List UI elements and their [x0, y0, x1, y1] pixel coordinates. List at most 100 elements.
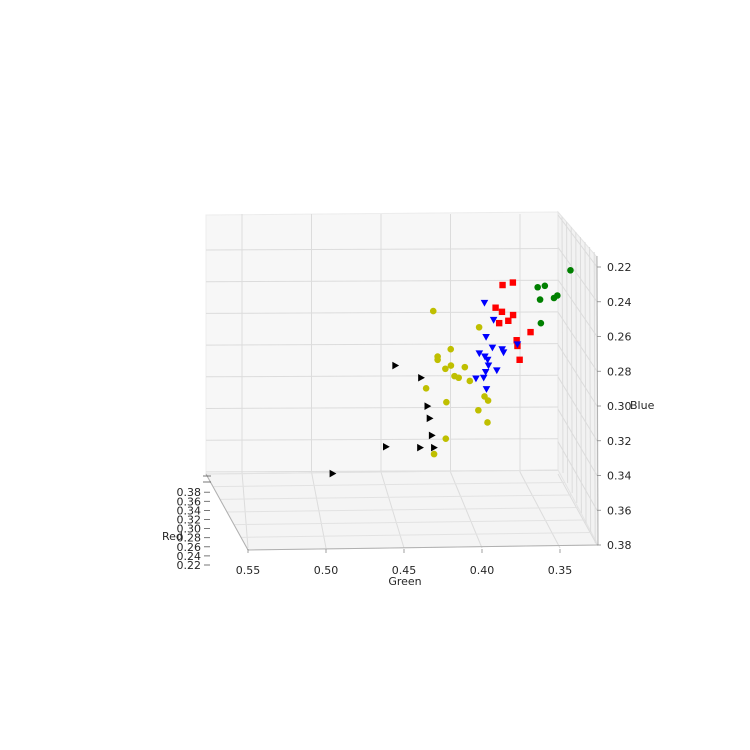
- green-tick-label: 0.40: [470, 564, 495, 577]
- data-point: [527, 328, 534, 336]
- grid-line-back-5: [205, 406, 559, 409]
- data-point: [536, 296, 544, 303]
- side-grid-v-6: [589, 246, 592, 534]
- data-point: [492, 304, 499, 311]
- data-point: [499, 349, 508, 357]
- floor-grid-red-4: [233, 519, 585, 526]
- data-point: [484, 362, 493, 370]
- axis-lines: [205, 255, 599, 551]
- floor-grid-green-3: [450, 471, 483, 549]
- data-point: [424, 402, 432, 410]
- data-point: [466, 377, 474, 385]
- blue-axis-ticks: 0.22 0.24 0.26 0.28 0.30 0.32 0.34 0.36 0.38: [597, 261, 632, 552]
- floor-grid-red-1: [212, 482, 565, 488]
- grid-line-back-1: [205, 279, 559, 283]
- data-point: [541, 282, 549, 290]
- side-grid-v-0: [561, 216, 564, 474]
- side-grid-h-1: [557, 247, 598, 303]
- data-point: [392, 361, 400, 370]
- data-point: [426, 414, 434, 423]
- data-point: [455, 374, 462, 382]
- data-point: [430, 450, 438, 458]
- grid-line-back-4: [205, 374, 559, 378]
- red-tick-label: 0.30: [177, 523, 202, 536]
- grid-line-back-3: [205, 343, 559, 346]
- data-point: [489, 316, 498, 324]
- data-point: [488, 344, 497, 352]
- data-point: [447, 345, 455, 353]
- data-point: [482, 386, 491, 393]
- axis-panes: [205, 210, 599, 551]
- back-pane: [205, 211, 559, 475]
- side-grid-v-1: [566, 221, 569, 484]
- data-point: [479, 374, 488, 382]
- side-grid-v-7: [593, 251, 596, 544]
- red-tick-label: 0.26: [177, 541, 202, 554]
- data-point: [429, 307, 437, 315]
- data-point: [443, 398, 450, 406]
- grid-line-back-6: [205, 438, 559, 441]
- blue-tick-label: 0.38: [607, 539, 632, 552]
- data-point: [509, 279, 517, 286]
- data-point: [475, 406, 482, 414]
- data-point: [434, 356, 441, 364]
- side-grid-h-4: [557, 344, 598, 407]
- side-grid-v-5: [584, 241, 587, 524]
- red-tick-label: 0.32: [177, 514, 202, 527]
- side-grid-h-7: [557, 441, 598, 511]
- green-tick-label: 0.45: [392, 564, 417, 577]
- red-axis-label: Red: [162, 530, 183, 543]
- data-point: [493, 367, 501, 375]
- data-point: [516, 356, 523, 363]
- data-point: [418, 373, 425, 382]
- floor-grid-red-0: [205, 469, 559, 475]
- green-tick-label: 0.55: [236, 564, 261, 577]
- floor-grid-red-2: [219, 494, 572, 500]
- red-tick-label: 0.28: [177, 532, 202, 545]
- side-grid-v-3: [575, 231, 578, 504]
- data-point: [461, 363, 469, 371]
- side-grid-h-6: [557, 408, 598, 476]
- red-axis-line: [205, 473, 249, 551]
- data-point: [483, 356, 492, 364]
- grid-line-back-0: [205, 248, 559, 251]
- data-points: [329, 267, 574, 478]
- data-point: [475, 350, 484, 358]
- data-point: [513, 341, 522, 349]
- side-grid-h-3: [557, 311, 598, 372]
- data-point: [534, 283, 541, 291]
- floor-grid-red-3: [226, 507, 579, 513]
- data-point: [509, 311, 517, 319]
- data-point: [442, 365, 449, 373]
- data-point: [431, 443, 438, 452]
- data-point: [513, 337, 520, 344]
- green-tick-label: 0.35: [548, 564, 573, 577]
- green-axis-ticks: 0.55 0.50 0.45 0.40 0.35: [236, 549, 573, 577]
- blue-tick-label: 0.30: [607, 400, 632, 413]
- red-tick-label: 0.22: [177, 559, 202, 572]
- data-point: [567, 267, 574, 274]
- floor-grid-red-5: [240, 532, 592, 538]
- blue-tick-label: 0.32: [607, 435, 632, 448]
- floor-grid-green-0: [241, 471, 249, 549]
- blue-tick-label: 0.36: [607, 504, 632, 517]
- red-axis-ticks: 0.220.240.260.280.300.320.340.360.38: [177, 475, 211, 572]
- green-tick-label: 0.50: [314, 564, 339, 577]
- data-point: [442, 435, 450, 442]
- side-grid-h-0: [557, 214, 598, 268]
- data-point: [472, 375, 480, 383]
- blue-tick-label: 0.22: [607, 261, 632, 274]
- side-grid-v-4: [579, 236, 582, 514]
- data-point: [499, 281, 506, 289]
- data-point: [447, 362, 455, 369]
- data-point: [417, 443, 424, 452]
- red-tick-label: 0.34: [177, 504, 202, 517]
- side-grid-h-2: [557, 279, 598, 337]
- data-point: [554, 292, 561, 299]
- side-grid-h-5: [557, 376, 598, 442]
- data-point: [505, 317, 512, 324]
- green-axis-line: [247, 544, 599, 551]
- blue-tick-label: 0.24: [607, 296, 632, 309]
- side-grid-h-8: [557, 473, 598, 546]
